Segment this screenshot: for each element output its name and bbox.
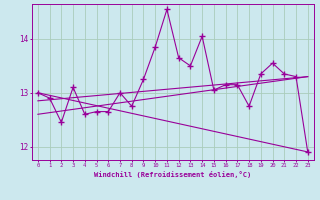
X-axis label: Windchill (Refroidissement éolien,°C): Windchill (Refroidissement éolien,°C) [94,171,252,178]
